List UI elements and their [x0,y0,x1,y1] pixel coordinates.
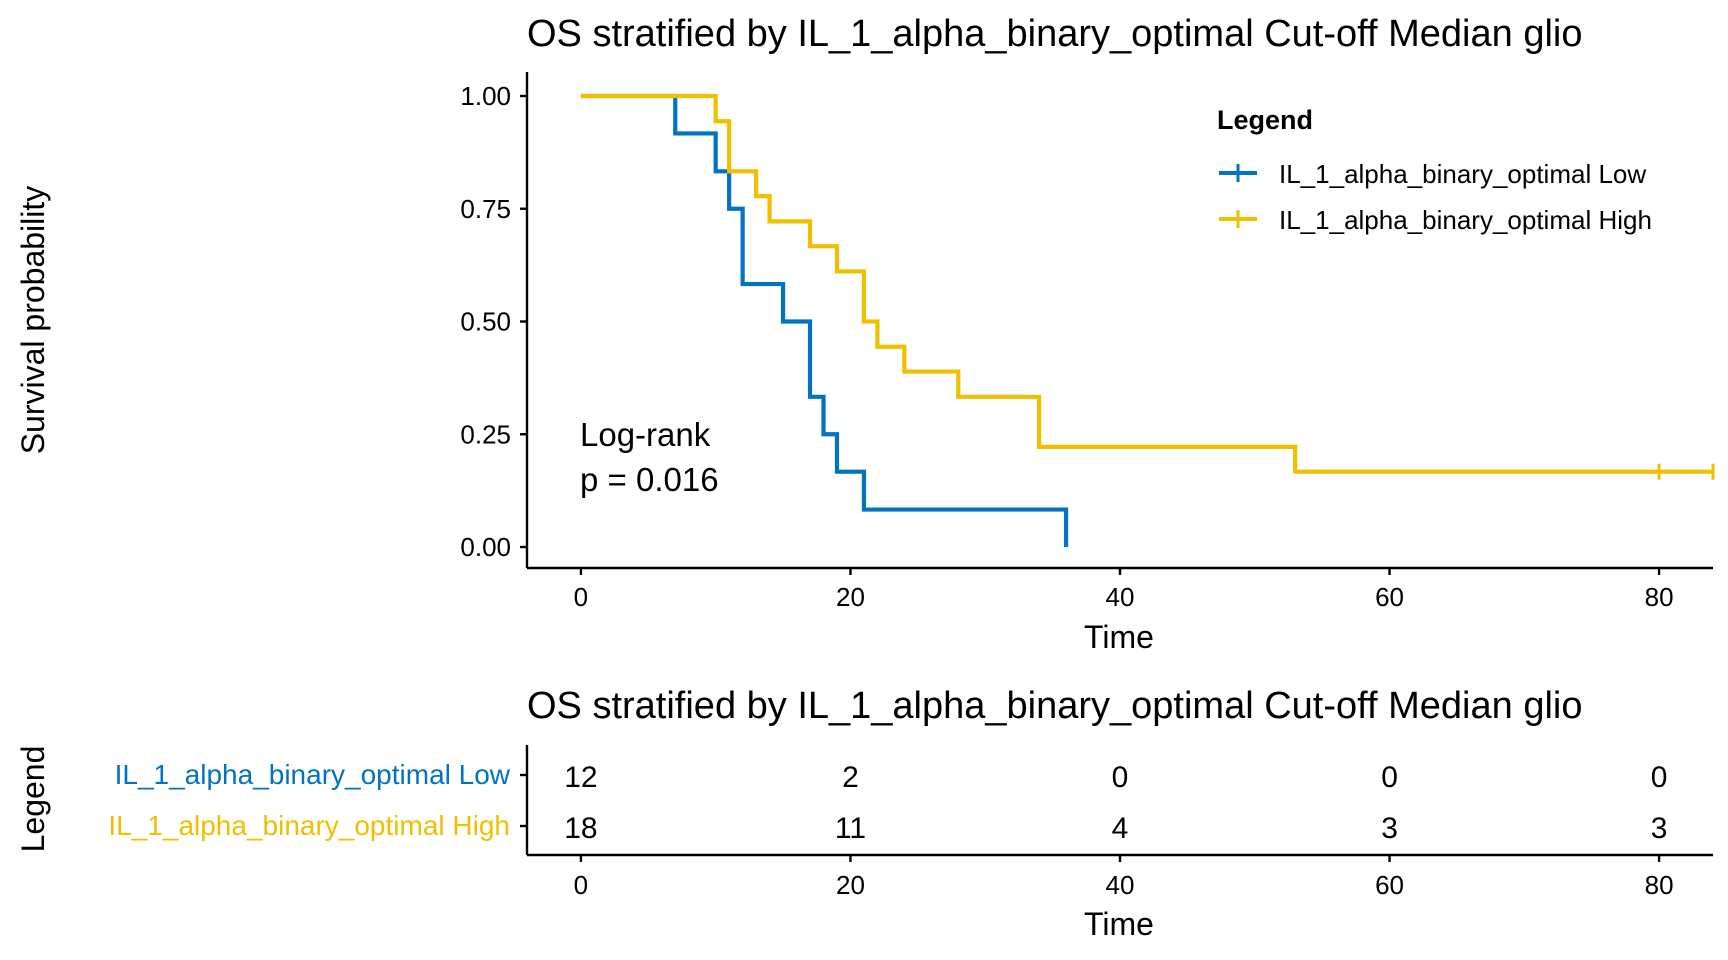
x-axis-title: Time [1084,619,1154,655]
y-tick-label: 0.50 [460,307,511,337]
legend: Legend IL_1_alpha_binary_optimal Low IL_… [1217,105,1652,235]
logrank-pvalue: p = 0.016 [580,461,719,498]
risk-cell-low: 2 [842,761,859,794]
risk-strata-label-low: IL_1_alpha_binary_optimal Low [115,759,511,790]
risk-table-panel: OS stratified by IL_1_alpha_binary_optim… [15,685,1713,942]
x-tick-label: 80 [1645,582,1674,612]
risk-cell-high: 18 [564,812,597,845]
y-tick-label: 1.00 [460,81,511,111]
risk-cell-high: 3 [1651,812,1668,845]
risk-table-strata-labels: IL_1_alpha_binary_optimal Low IL_1_alpha… [108,759,510,841]
risk-cell-high: 3 [1381,812,1398,845]
km-curve-high [580,93,1713,474]
legend-title: Legend [1217,105,1313,135]
risk-cell-low: 0 [1112,761,1129,794]
y-tick-label: 0.75 [460,194,511,224]
survival-plot-title: OS stratified by IL_1_alpha_binary_optim… [527,13,1582,55]
legend-entry-low: IL_1_alpha_binary_optimal Low [1219,159,1646,189]
legend-entry-high: IL_1_alpha_binary_optimal High [1219,205,1652,235]
risk-table-title: OS stratified by IL_1_alpha_binary_optim… [527,685,1582,727]
risk-cell-high: 11 [835,812,866,845]
risk-table-x-title: Time [1084,906,1154,942]
legend-key-low [1219,164,1257,182]
x-tick-label: 40 [1106,582,1135,612]
risk-x-tick-label: 40 [1106,870,1135,900]
x-tick-label: 20 [836,582,865,612]
risk-x-tick-label: 0 [574,870,588,900]
y-tick-label: 0.25 [460,419,511,449]
risk-cell-high: 4 [1112,812,1129,845]
x-axis: 0 20 40 60 80 [527,566,1713,612]
x-tick-label: 60 [1375,582,1404,612]
y-axis: 0.00 0.25 0.50 0.75 1.00 [460,72,529,568]
x-tick-label: 0 [574,582,588,612]
y-tick-label: 0.00 [460,532,511,562]
km-curves [580,93,1715,547]
risk-table-y-title: Legend [15,746,51,853]
legend-label-high: IL_1_alpha_binary_optimal High [1279,205,1652,235]
survival-panel: OS stratified by IL_1_alpha_binary_optim… [15,13,1715,655]
risk-x-tick-label: 80 [1645,870,1674,900]
risk-x-tick-label: 60 [1375,870,1404,900]
risk-strata-label-high: IL_1_alpha_binary_optimal High [108,810,510,841]
logrank-label: Log-rank [580,416,711,453]
y-axis-title: Survival probability [15,186,51,455]
legend-key-high [1219,210,1257,228]
risk-cell-low: 12 [564,761,597,794]
risk-cell-low: 0 [1651,761,1668,794]
legend-label-low: IL_1_alpha_binary_optimal Low [1279,159,1646,189]
logrank-annotation: Log-rank p = 0.016 [580,416,719,498]
risk-x-tick-label: 20 [836,870,865,900]
risk-cell-low: 0 [1381,761,1398,794]
km-curve-low [580,93,1069,547]
